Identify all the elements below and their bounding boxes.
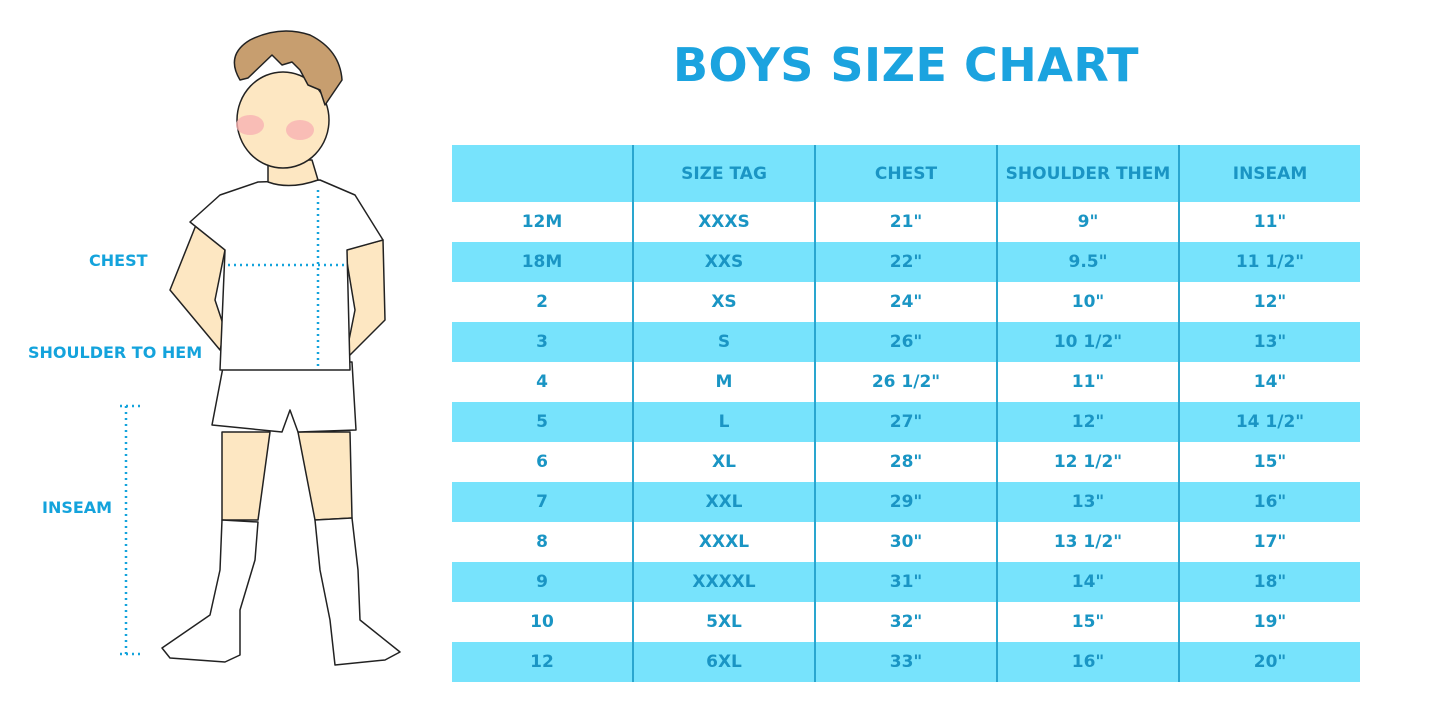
table-cell: 13"	[1178, 322, 1360, 362]
table-cell: 14 1/2"	[1178, 402, 1360, 442]
table-cell: XXXL	[632, 522, 814, 562]
table-cell: 11"	[996, 362, 1178, 402]
table-row: 18M XXS 22" 9.5" 11 1/2"	[452, 242, 1360, 282]
table-cell: S	[632, 322, 814, 362]
boy-figure-drawing	[120, 30, 401, 666]
header-cell: SIZE TAG	[632, 145, 814, 202]
table-cell: 24"	[814, 282, 996, 322]
table-row: 2 XS 24" 10" 12"	[452, 282, 1360, 322]
table-cell: 32"	[814, 602, 996, 642]
table-cell: 12 1/2"	[996, 442, 1178, 482]
table-cell: 15"	[996, 602, 1178, 642]
header-cell: INSEAM	[1178, 145, 1360, 202]
table-cell: 10"	[996, 282, 1178, 322]
table-row: 3 S 26" 10 1/2" 13"	[452, 322, 1360, 362]
table-cell: 28"	[814, 442, 996, 482]
table-row: 9 XXXXL 31" 14" 18"	[452, 562, 1360, 602]
table-cell: 12M	[521, 212, 563, 232]
table-cell: XXXXL	[632, 562, 814, 602]
table-cell: 29"	[814, 482, 996, 522]
table-cell: 11"	[1178, 202, 1360, 242]
table-cell: 11 1/2"	[1178, 242, 1360, 282]
table-row: 10 5XL 32" 15" 19"	[452, 602, 1360, 642]
table-cell: 14"	[1178, 362, 1360, 402]
table-cell: 26 1/2"	[814, 362, 996, 402]
table-cell: 10 1/2"	[996, 322, 1178, 362]
table-cell: 8	[536, 532, 548, 552]
table-cell: 20"	[1178, 642, 1360, 682]
table-cell: 5XL	[632, 602, 814, 642]
header-cell: SHOULDER THEM	[996, 145, 1178, 202]
table-cell: 12	[530, 652, 554, 672]
table-cell: 9"	[996, 202, 1178, 242]
table-cell: 3	[536, 332, 548, 352]
boy-illustration: CHEST SHOULDER TO HEM INSEAM	[0, 0, 430, 723]
inseam-label: INSEAM	[42, 498, 113, 517]
table-cell: 12"	[1178, 282, 1360, 322]
table-cell: 7	[536, 492, 548, 512]
table-row: 12 6XL 33" 16" 20"	[452, 642, 1360, 682]
table-cell: 9.5"	[996, 242, 1178, 282]
table-cell: M	[632, 362, 814, 402]
table-cell: 15"	[1178, 442, 1360, 482]
table-cell: 31"	[814, 562, 996, 602]
table-cell: 2	[536, 292, 548, 312]
table-cell: 13 1/2"	[996, 522, 1178, 562]
table-cell: 19"	[1178, 602, 1360, 642]
page-title: BOYS SIZE CHART	[672, 38, 1140, 92]
table-row: 7 XXL 29" 13" 16"	[452, 482, 1360, 522]
table-row: 12M XXXS 21" 9" 11"	[452, 202, 1360, 242]
table-cell: 12"	[996, 402, 1178, 442]
table-cell: 9	[536, 572, 548, 592]
table-header-row: SIZE TAG CHEST SHOULDER THEM INSEAM	[452, 145, 1360, 202]
table-cell: XS	[632, 282, 814, 322]
table-cell: 5	[536, 412, 548, 432]
table-cell: XL	[632, 442, 814, 482]
table-cell: 4	[536, 372, 548, 392]
table-cell: 14"	[996, 562, 1178, 602]
table-cell: 33"	[814, 642, 996, 682]
table-cell: 6	[536, 452, 548, 472]
table-cell: 6XL	[632, 642, 814, 682]
table-cell: 10	[530, 612, 554, 632]
table-cell: 16"	[996, 642, 1178, 682]
table-row: 5 L 27" 12" 14 1/2"	[452, 402, 1360, 442]
table-cell: 21"	[814, 202, 996, 242]
header-cell: CHEST	[814, 145, 996, 202]
table-cell: XXXS	[632, 202, 814, 242]
table-cell: 17"	[1178, 522, 1360, 562]
table-cell: 16"	[1178, 482, 1360, 522]
table-cell: XXL	[632, 482, 814, 522]
table-cell: 26"	[814, 322, 996, 362]
table-cell: XXS	[632, 242, 814, 282]
chest-label: CHEST	[89, 251, 148, 270]
table-cell: L	[632, 402, 814, 442]
table-cell: 22"	[814, 242, 996, 282]
table-cell: 13"	[996, 482, 1178, 522]
header-cell	[452, 145, 632, 202]
table-cell: 27"	[814, 402, 996, 442]
table-cell: 18"	[1178, 562, 1360, 602]
table-row: 4 M 26 1/2" 11" 14"	[452, 362, 1360, 402]
size-chart-table: SIZE TAG CHEST SHOULDER THEM INSEAM 12M X…	[452, 145, 1360, 682]
shoulder-to-hem-label: SHOULDER TO HEM	[28, 343, 203, 362]
table-row: 8 XXXL 30" 13 1/2" 17"	[452, 522, 1360, 562]
table-cell: 30"	[814, 522, 996, 562]
table-row: 6 XL 28" 12 1/2" 15"	[452, 442, 1360, 482]
table-cell: 18M	[521, 252, 563, 272]
